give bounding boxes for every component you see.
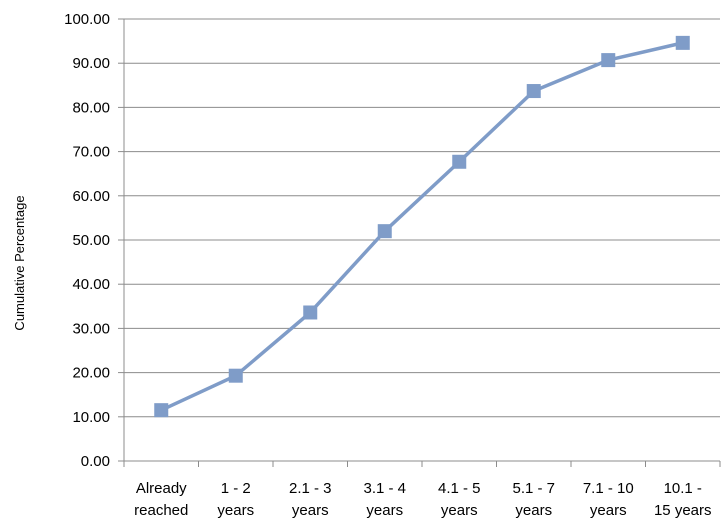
y-axis-label: Cumulative Percentage bbox=[12, 195, 27, 330]
x-tick-label: 4.1 - 5 years bbox=[438, 480, 481, 519]
data-point-marker bbox=[526, 84, 541, 99]
y-tick-label: 60.00 bbox=[72, 188, 110, 205]
gridlines bbox=[124, 18, 720, 418]
y-tick-labels: 0.00 10.00 20.00 30.00 40.00 50.00 60.00 70.00 8… bbox=[64, 11, 110, 470]
series-line bbox=[160, 41, 684, 412]
x-tick-label: Already reached bbox=[134, 480, 188, 519]
data-point-marker bbox=[154, 403, 169, 418]
y-tick-label: 0.00 bbox=[81, 453, 110, 470]
x-tick-label: 10.1 -15 years bbox=[654, 480, 712, 519]
y-tick-label: 100.00 bbox=[64, 11, 110, 28]
x-tick-label: 2.1 - 3 years bbox=[289, 480, 332, 519]
y-tick-label: 40.00 bbox=[72, 276, 110, 293]
data-point-marker bbox=[675, 35, 690, 50]
y-tick-label: 70.00 bbox=[72, 144, 110, 161]
y-tick-label: 90.00 bbox=[72, 55, 110, 72]
data-point-marker bbox=[377, 224, 392, 239]
data-point-marker bbox=[452, 154, 467, 169]
axes bbox=[118, 18, 721, 467]
data-point-marker bbox=[228, 368, 243, 383]
y-tick-label: 20.00 bbox=[72, 365, 110, 382]
x-tick-label: 7.1 - 10 years bbox=[583, 480, 634, 519]
y-tick-label: 80.00 bbox=[72, 99, 110, 116]
y-tick-label: 30.00 bbox=[72, 320, 110, 337]
series-polyline bbox=[160, 41, 684, 412]
data-points bbox=[154, 35, 690, 418]
x-tick-label: 3.1 - 4 years bbox=[363, 480, 406, 519]
x-tick-label: 5.1 - 7 years bbox=[512, 480, 555, 519]
data-point-marker bbox=[303, 305, 318, 320]
x-tick-label: 1 - 2 years bbox=[217, 480, 254, 519]
x-tick-labels: Already reached 1 - 2 years 2.1 - 3 years 3.1 … bbox=[134, 480, 711, 519]
data-point-marker bbox=[601, 53, 616, 68]
y-tick-label: 10.00 bbox=[72, 409, 110, 426]
y-tick-label: 50.00 bbox=[72, 232, 110, 249]
